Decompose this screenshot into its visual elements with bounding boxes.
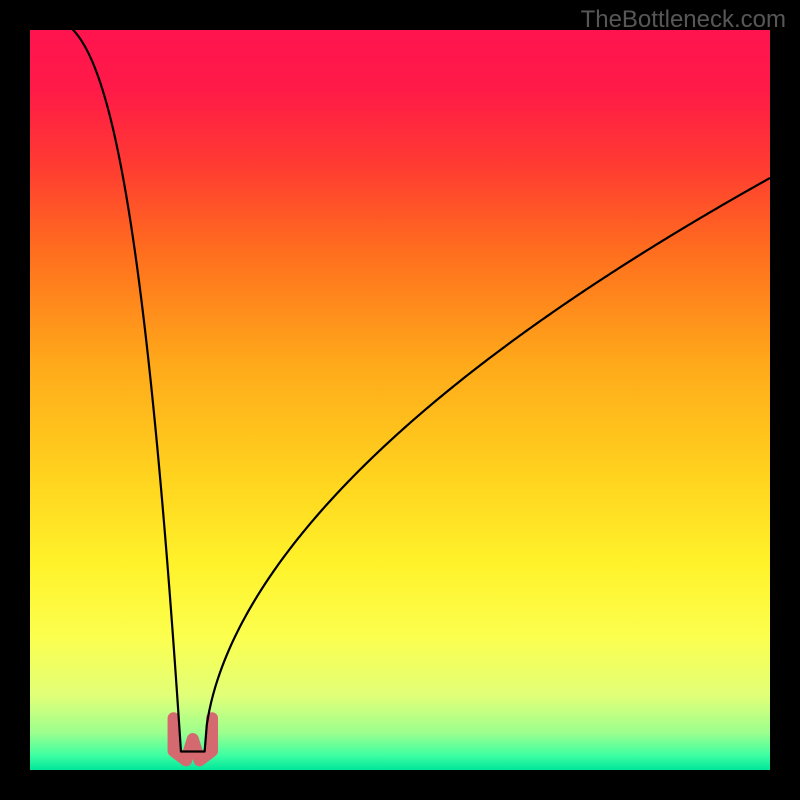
chart-container: TheBottleneck.com xyxy=(0,0,800,800)
watermark-text: TheBottleneck.com xyxy=(581,6,786,34)
gradient-plot-area xyxy=(30,30,770,770)
bottleneck-chart xyxy=(0,0,800,800)
